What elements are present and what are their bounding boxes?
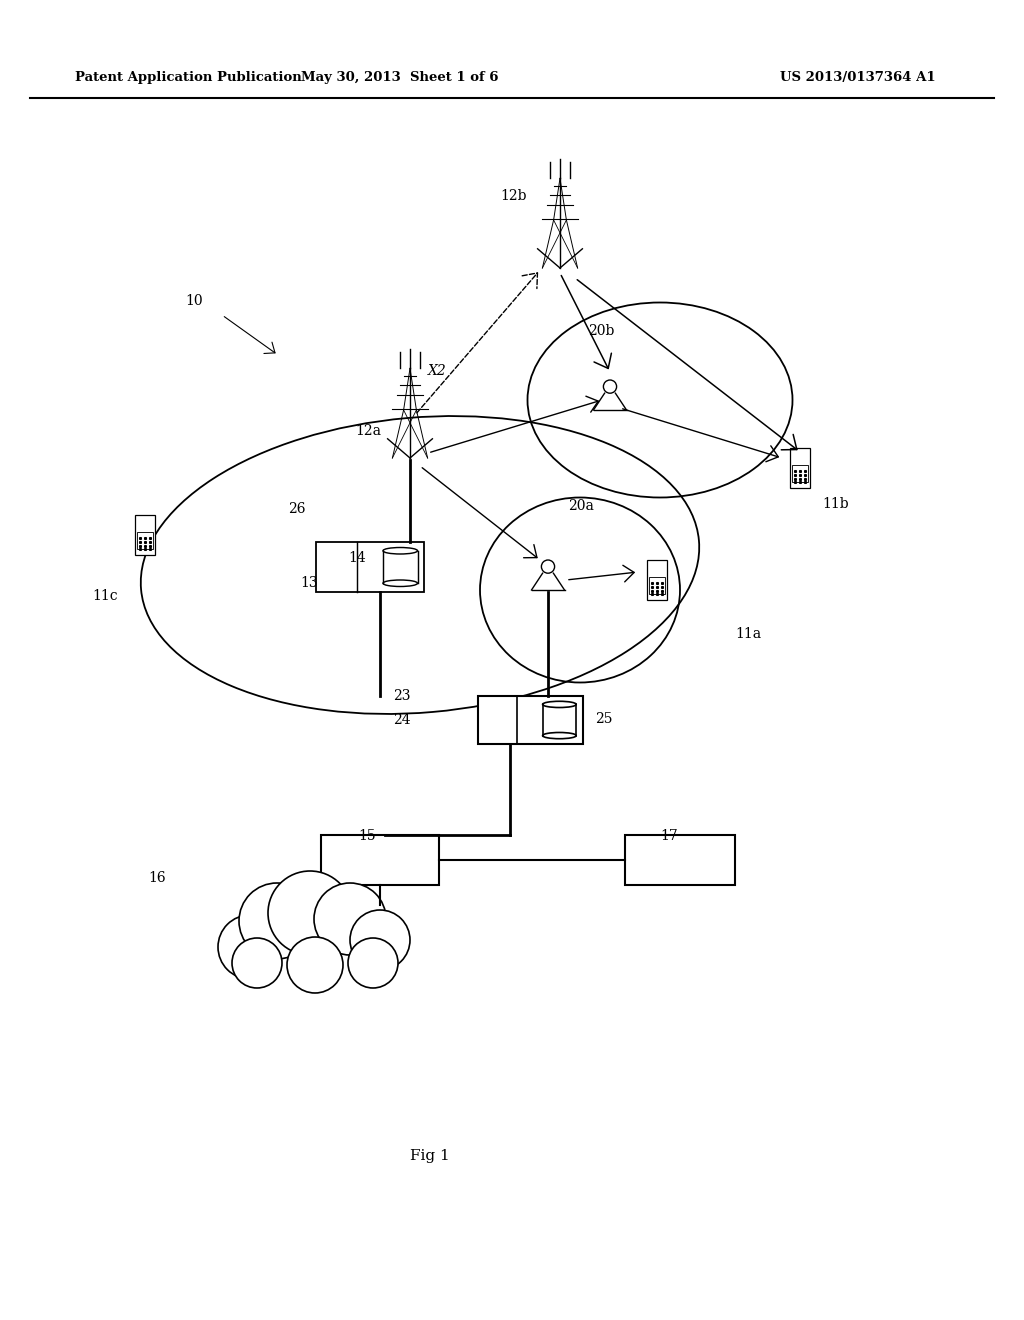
Text: 11b: 11b xyxy=(822,498,849,511)
Text: 26: 26 xyxy=(288,502,305,516)
Circle shape xyxy=(232,939,282,987)
Text: 15: 15 xyxy=(358,829,376,843)
Circle shape xyxy=(348,939,398,987)
Text: US 2013/0137364 A1: US 2013/0137364 A1 xyxy=(780,71,936,84)
FancyBboxPatch shape xyxy=(316,543,424,591)
Text: Fig 1: Fig 1 xyxy=(411,1148,450,1163)
Text: 10: 10 xyxy=(185,294,203,308)
FancyBboxPatch shape xyxy=(135,515,156,556)
Text: 11a: 11a xyxy=(735,627,761,642)
FancyBboxPatch shape xyxy=(790,447,810,488)
FancyBboxPatch shape xyxy=(321,836,439,884)
Text: 13: 13 xyxy=(300,576,317,590)
Text: Patent Application Publication: Patent Application Publication xyxy=(75,71,302,84)
Text: 25: 25 xyxy=(595,711,612,726)
FancyBboxPatch shape xyxy=(477,696,583,744)
Text: 14: 14 xyxy=(348,550,366,565)
Text: 11c: 11c xyxy=(92,589,118,603)
Text: 20b: 20b xyxy=(588,323,614,338)
Text: 16: 16 xyxy=(148,871,166,884)
FancyBboxPatch shape xyxy=(647,560,668,601)
Text: X2: X2 xyxy=(428,364,446,378)
Text: 12a: 12a xyxy=(355,424,381,438)
Text: 24: 24 xyxy=(393,713,411,727)
Circle shape xyxy=(287,937,343,993)
Text: May 30, 2013  Sheet 1 of 6: May 30, 2013 Sheet 1 of 6 xyxy=(301,71,499,84)
FancyBboxPatch shape xyxy=(625,836,735,884)
Text: 20a: 20a xyxy=(568,499,594,513)
Circle shape xyxy=(268,871,352,954)
Text: 23: 23 xyxy=(393,689,411,704)
Text: 17: 17 xyxy=(660,829,678,843)
Circle shape xyxy=(350,909,410,970)
Circle shape xyxy=(218,915,282,979)
Circle shape xyxy=(239,883,315,960)
Text: 12b: 12b xyxy=(500,189,526,203)
Circle shape xyxy=(314,883,386,954)
